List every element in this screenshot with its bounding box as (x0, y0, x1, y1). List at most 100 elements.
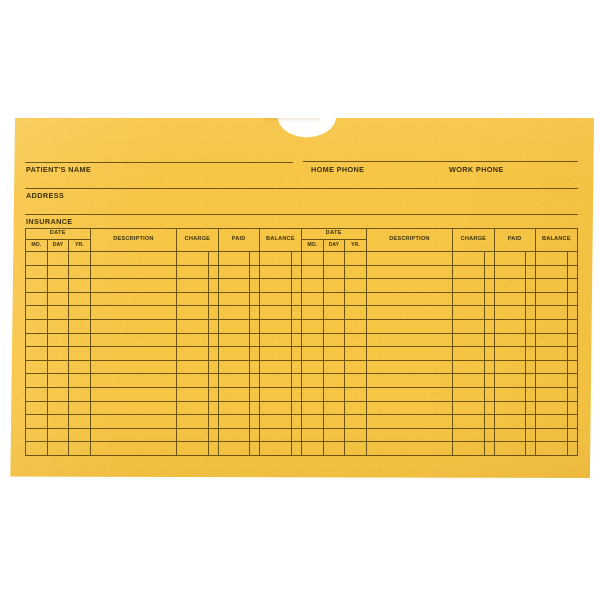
charge-cell[interactable] (177, 306, 219, 319)
month-cell[interactable] (302, 387, 324, 401)
charge-cell-dollars[interactable] (177, 252, 209, 265)
paid-cell-cents[interactable] (250, 429, 259, 442)
paid-cell[interactable] (495, 292, 536, 306)
date-cell[interactable] (302, 442, 367, 455)
paid-cell-cents[interactable] (250, 347, 259, 360)
date-cell[interactable] (26, 428, 91, 442)
month-cell[interactable] (302, 374, 324, 387)
paid-cell-dollars[interactable] (495, 292, 526, 306)
month-cell[interactable] (26, 360, 48, 374)
day-cell[interactable] (324, 319, 346, 333)
paid-cell[interactable] (495, 279, 536, 292)
charge-cell-cents[interactable] (485, 429, 494, 442)
paid-cell[interactable] (495, 374, 536, 387)
charge-cell-cents[interactable] (209, 415, 218, 428)
charge-cell-cents[interactable] (485, 415, 494, 428)
month-cell[interactable] (302, 265, 324, 279)
charge-cell-cents[interactable] (209, 361, 218, 374)
paid-cell-cents[interactable] (250, 402, 259, 415)
balance-cell-dollars[interactable] (260, 292, 292, 306)
balance-cell-dollars[interactable] (260, 360, 292, 374)
paid-cell[interactable] (219, 279, 260, 292)
paid-cell[interactable] (219, 292, 260, 306)
charge-cell-dollars[interactable] (453, 279, 485, 292)
month-cell[interactable] (302, 442, 324, 455)
charge-cell-cents[interactable] (209, 320, 218, 333)
charge-cell[interactable] (177, 387, 219, 401)
charge-cell-dollars[interactable] (177, 347, 209, 360)
charge-cell[interactable] (453, 292, 495, 306)
date-cell[interactable] (26, 360, 91, 374)
paid-cell-dollars[interactable] (495, 306, 526, 319)
charge-cell-dollars[interactable] (177, 292, 209, 306)
year-cell[interactable] (69, 442, 90, 455)
balance-cell-dollars[interactable] (260, 442, 292, 455)
balance-cell-cents[interactable] (568, 361, 577, 374)
month-cell[interactable] (26, 347, 48, 360)
charge-cell-cents[interactable] (485, 252, 494, 265)
balance-cell[interactable] (260, 292, 301, 306)
paid-cell[interactable] (219, 306, 260, 319)
balance-cell-cents[interactable] (292, 374, 301, 387)
month-cell[interactable] (26, 292, 48, 306)
charge-cell-cents[interactable] (209, 252, 218, 265)
charge-cell[interactable] (453, 319, 495, 333)
year-cell[interactable] (345, 415, 366, 428)
day-cell[interactable] (324, 374, 346, 387)
paid-cell[interactable] (495, 252, 536, 265)
balance-cell-dollars[interactable] (536, 319, 568, 333)
paid-cell-cents[interactable] (526, 415, 535, 428)
balance-cell-cents[interactable] (292, 361, 301, 374)
description-cell[interactable] (367, 252, 454, 265)
charge-cell[interactable] (453, 306, 495, 319)
balance-cell[interactable] (536, 347, 577, 360)
charge-cell-cents[interactable] (485, 402, 494, 415)
table-row[interactable] (26, 415, 577, 429)
description-cell[interactable] (91, 415, 178, 428)
month-cell[interactable] (302, 347, 324, 360)
table-row[interactable] (26, 442, 577, 455)
paid-cell[interactable] (495, 265, 536, 279)
description-cell[interactable] (91, 306, 178, 319)
charge-cell-cents[interactable] (485, 293, 494, 306)
month-cell[interactable] (302, 415, 324, 428)
paid-cell-cents[interactable] (250, 279, 259, 292)
day-cell[interactable] (324, 252, 346, 265)
charge-cell-cents[interactable] (209, 388, 218, 401)
balance-cell-dollars[interactable] (536, 252, 568, 265)
date-cell[interactable] (26, 265, 91, 279)
date-cell[interactable] (302, 319, 367, 333)
year-cell[interactable] (345, 402, 366, 415)
month-cell[interactable] (26, 415, 48, 428)
balance-cell-dollars[interactable] (536, 401, 568, 415)
month-cell[interactable] (26, 279, 48, 292)
charge-cell[interactable] (453, 265, 495, 279)
paid-cell-dollars[interactable] (495, 252, 526, 265)
charge-cell[interactable] (453, 374, 495, 387)
charge-cell-dollars[interactable] (177, 401, 209, 415)
charge-cell[interactable] (177, 347, 219, 360)
date-cell[interactable] (26, 252, 91, 265)
charge-cell-cents[interactable] (485, 374, 494, 387)
day-cell[interactable] (48, 387, 70, 401)
balance-cell-dollars[interactable] (260, 333, 292, 347)
balance-cell-dollars[interactable] (536, 428, 568, 442)
paid-cell-cents[interactable] (250, 415, 259, 428)
description-cell[interactable] (367, 442, 454, 455)
charge-cell[interactable] (453, 415, 495, 428)
description-cell[interactable] (91, 401, 178, 415)
description-cell[interactable] (367, 292, 454, 306)
date-cell[interactable] (26, 319, 91, 333)
date-cell[interactable] (302, 387, 367, 401)
paid-cell-cents[interactable] (250, 252, 259, 265)
year-cell[interactable] (345, 361, 366, 374)
balance-cell-cents[interactable] (292, 266, 301, 279)
day-cell[interactable] (48, 279, 70, 292)
day-cell[interactable] (48, 360, 70, 374)
charge-cell-dollars[interactable] (453, 442, 485, 455)
charge-cell[interactable] (453, 333, 495, 347)
description-cell[interactable] (367, 333, 454, 347)
balance-cell[interactable] (536, 360, 577, 374)
charge-cell[interactable] (177, 252, 219, 265)
year-cell[interactable] (69, 429, 90, 442)
